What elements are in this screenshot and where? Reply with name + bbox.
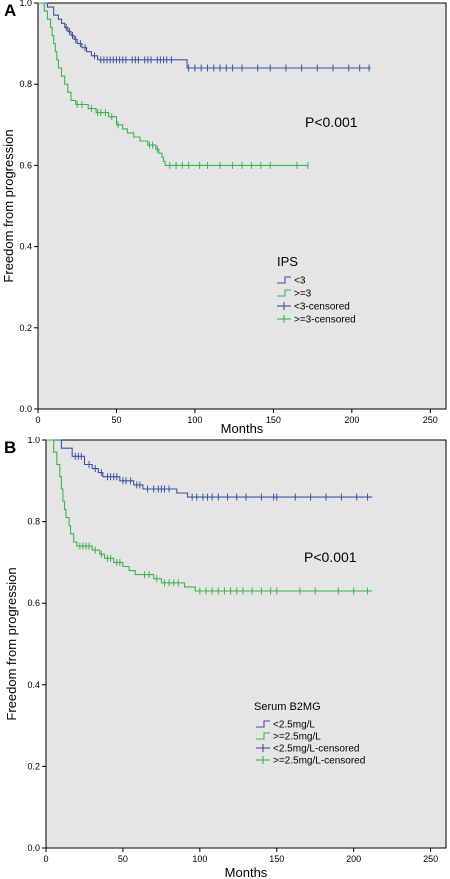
x-tick-label: 250 [423, 854, 438, 864]
x-tick-label: 100 [192, 854, 207, 864]
x-tick-label: 100 [187, 415, 202, 425]
x-tick-label: 0 [43, 854, 48, 864]
legend: <3 >=3 <3-censored >=3-censored [277, 276, 356, 326]
p-value-label: P<0.001 [304, 549, 357, 565]
panel-label: A [4, 1, 16, 20]
y-tick-label: 0.8 [27, 517, 40, 527]
legend-item-label: <2.5mg/L-censored [273, 744, 359, 755]
y-tick-label: 0.4 [19, 242, 32, 252]
series-lines [46, 439, 373, 595]
legend-title: IPS [277, 254, 298, 269]
y-tick-label: 0.6 [19, 160, 32, 170]
plot-area [45, 439, 447, 849]
legend-swatch [277, 276, 291, 284]
legend: <2.5mg/L>=2.5mg/L<2.5mg/L-censored>=2.5m… [256, 720, 365, 767]
legend-swatch [256, 732, 270, 740]
x-tick-label: 150 [266, 415, 281, 425]
chart-a: A 0.0 0.2 0.4 0.6 0.8 1.0 0 50 100 150 200 250 Fre… [1, 0, 447, 436]
chart-b: B 0.0 0.2 0.4 0.6 0.8 1.0 0 50 100 150 200 250 Fre… [4, 437, 447, 879]
legend-item-label: >=3-censored [294, 315, 356, 326]
y-tick-label: 1.0 [19, 0, 32, 8]
x-tick-label: 200 [344, 415, 359, 425]
legend-item-label: <2.5mg/L [273, 720, 315, 731]
x-tick-label: 0 [35, 415, 40, 425]
y-ticks: 0.0 0.2 0.4 0.6 0.8 1.0 [19, 0, 38, 414]
legend-title: Serum B2MG [254, 701, 321, 713]
p-value-label: P<0.001 [305, 114, 358, 130]
x-ticks: 0 50 100 150 200 250 [35, 409, 438, 425]
legend-item-label: >=3 [294, 289, 312, 300]
legend-swatch [256, 720, 270, 728]
series-line-1 [46, 439, 373, 592]
series-line-0 [46, 439, 373, 498]
x-ticks: 0 50 100 150 200 250 [43, 848, 438, 864]
series-line-1 [38, 2, 308, 166]
y-tick-label: 0.6 [27, 598, 40, 608]
legend-item-label: >=2.5mg/L-censored [273, 756, 365, 767]
legend-swatch [277, 289, 291, 297]
series-lines [38, 2, 371, 169]
plot-area [37, 2, 447, 410]
x-axis-label: Months [221, 421, 264, 436]
x-tick-label: 150 [269, 854, 284, 864]
legend-item-label: >=2.5mg/L [273, 732, 321, 743]
y-tick-label: 0.2 [19, 323, 32, 333]
y-tick-label: 0.4 [27, 680, 40, 690]
x-tick-label: 50 [111, 415, 121, 425]
y-tick-label: 0.0 [27, 843, 40, 853]
y-tick-label: 0.8 [19, 79, 32, 89]
y-tick-label: 1.0 [27, 437, 40, 445]
y-tick-label: 0.2 [27, 761, 40, 771]
panel-label: B [4, 438, 16, 457]
y-tick-label: 0.0 [19, 404, 32, 414]
x-tick-label: 50 [118, 854, 128, 864]
y-ticks: 0.0 0.2 0.4 0.6 0.8 1.0 [27, 437, 46, 853]
legend-item-label: <3 [294, 276, 306, 287]
x-tick-label: 200 [346, 854, 361, 864]
x-axis-label: Months [225, 865, 268, 879]
y-axis-label: Freedom from progression [4, 567, 19, 720]
x-tick-label: 250 [423, 415, 438, 425]
legend-item-label: <3-censored [294, 302, 350, 313]
y-axis-label: Freedom from progression [1, 129, 16, 282]
